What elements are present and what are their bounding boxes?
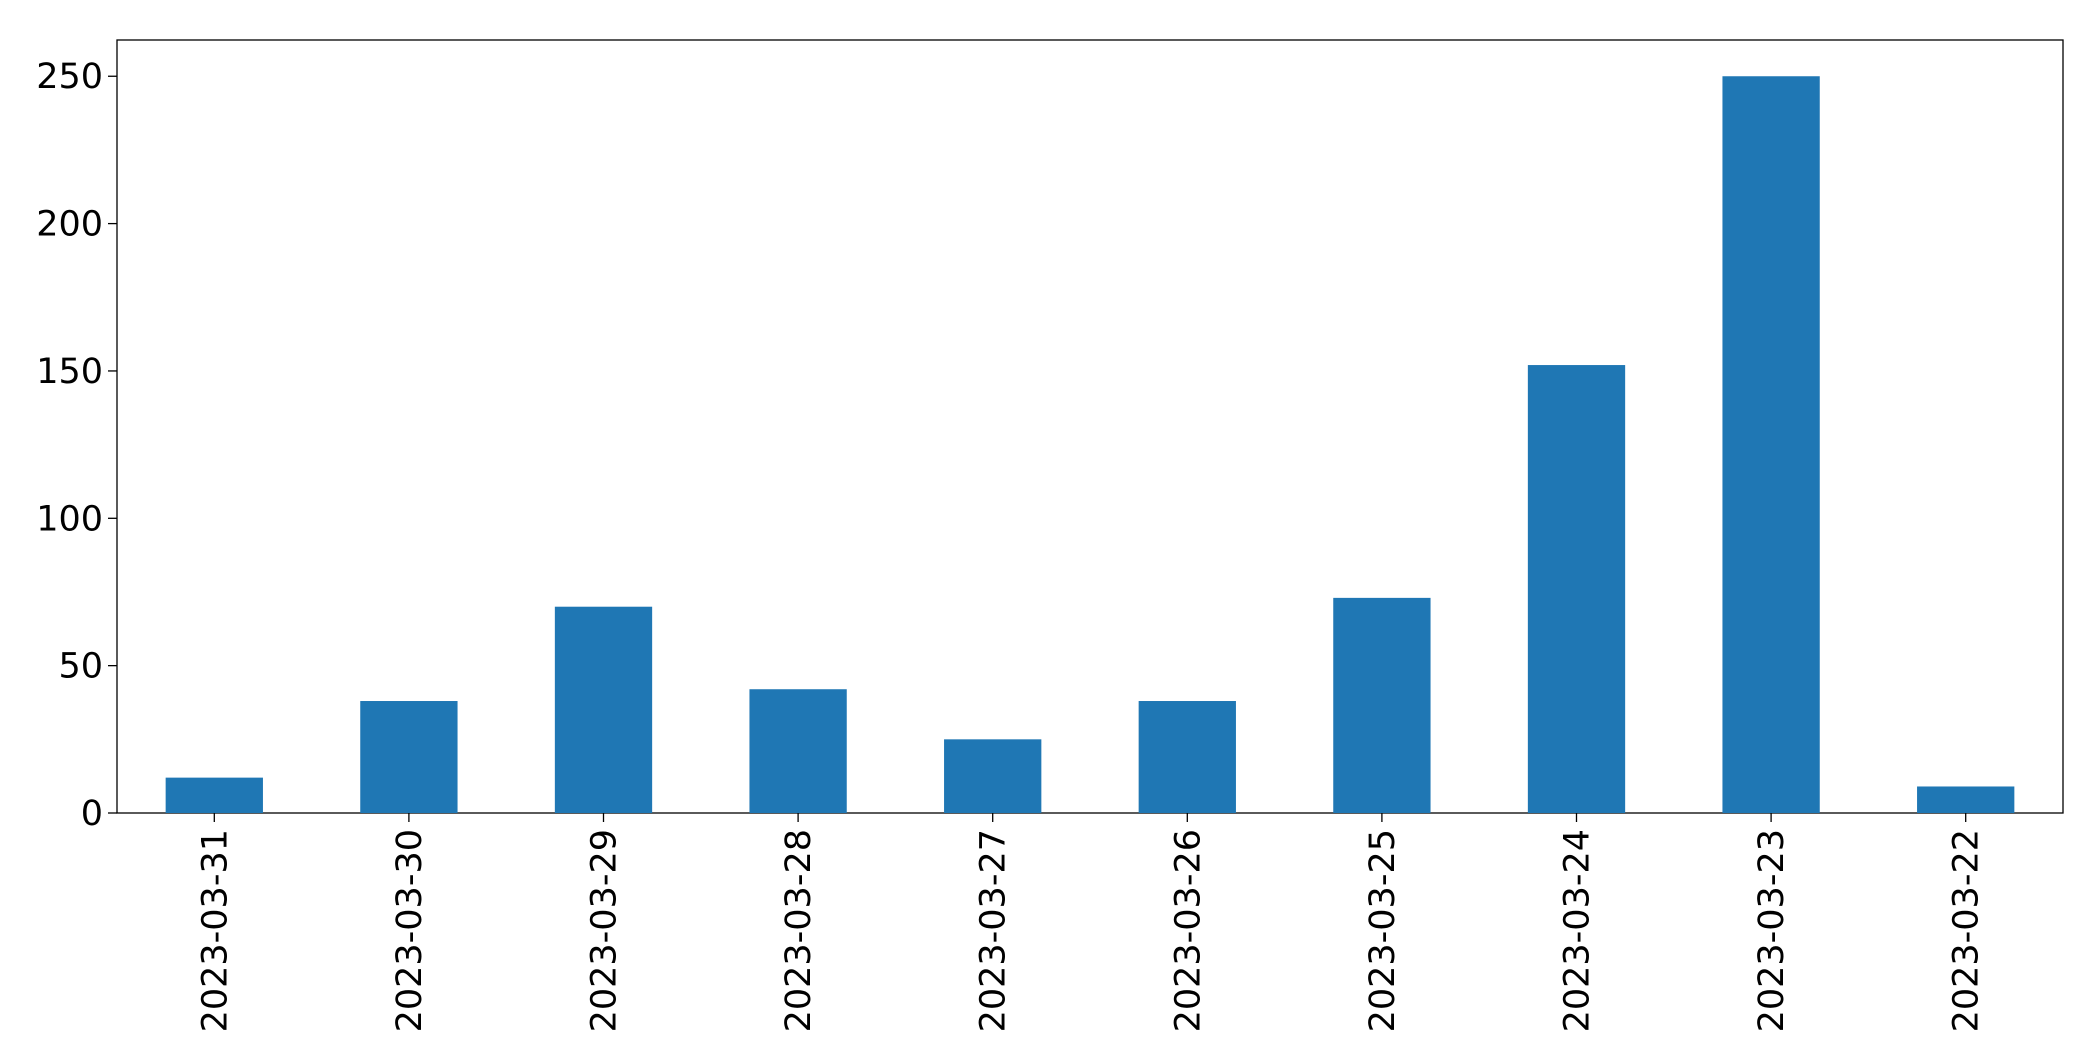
bar [1138,701,1236,813]
bar [944,739,1042,813]
x-tick-label: 2023-03-24 [1558,829,1598,1032]
x-tick-label: 2023-03-22 [1947,829,1987,1032]
bar [1333,597,1431,813]
bar [1917,786,2015,813]
y-tick-label: 0 [81,794,103,834]
bar [554,606,653,813]
x-tick-label: 2023-03-25 [1363,829,1403,1032]
x-tick-label: 2023-03-27 [974,829,1014,1032]
x-tick-label: 2023-03-28 [779,829,819,1032]
bar [165,777,263,813]
x-tick-label: 2023-03-23 [1752,829,1792,1032]
bar [360,701,458,813]
y-tick-label: 200 [36,205,103,245]
x-tick-label: 2023-03-30 [390,829,430,1032]
y-tick-label: 250 [36,57,103,97]
y-tick-label: 150 [36,352,103,392]
bar [749,689,847,813]
bar [1527,365,1626,813]
x-tick-label: 2023-03-26 [1168,829,1208,1032]
x-tick-label: 2023-03-31 [195,829,235,1032]
plot-frame [116,39,2064,814]
x-tick-label: 2023-03-29 [585,829,625,1032]
bar [1722,76,1820,814]
y-tick-label: 50 [58,647,103,687]
y-tick-label: 100 [36,499,103,539]
